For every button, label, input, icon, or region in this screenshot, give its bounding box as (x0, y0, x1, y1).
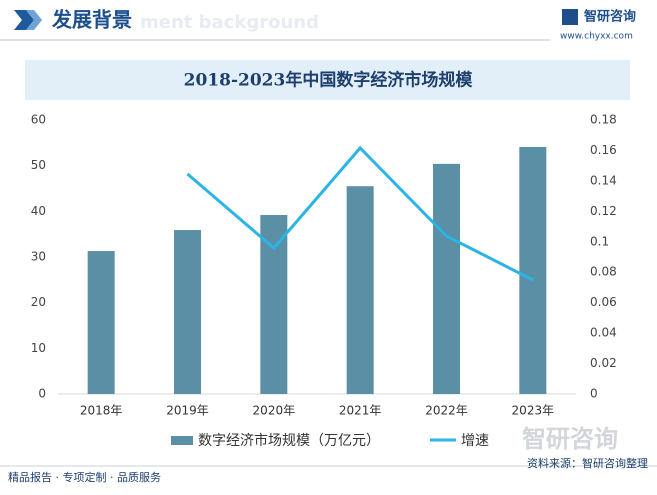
legend-swatch (171, 436, 193, 445)
y2-tick-label: 0.12 (590, 204, 617, 218)
x-tick-label: 2023年 (512, 404, 555, 418)
y-tick-label: 60 (31, 113, 46, 127)
bar (87, 251, 115, 394)
bar (174, 230, 201, 394)
y2-tick-label: 0.1 (590, 234, 609, 248)
y2-tick-label: 0.04 (590, 326, 617, 340)
title-band (25, 60, 630, 100)
x-tick-label: 2021年 (339, 404, 382, 418)
footer-source: 资料来源：智研咨询整理 (527, 456, 648, 470)
x-tick-label: 2020年 (253, 404, 296, 418)
y-tick-label: 50 (31, 158, 46, 172)
y-tick-label: 20 (31, 295, 46, 309)
y2-tick-label: 0 (590, 387, 598, 401)
y2-tick-label: 0.18 (590, 113, 617, 127)
brand-url: www.chyxx.com (560, 32, 633, 42)
header-icon (26, 10, 42, 30)
y-tick-label: 30 (31, 250, 46, 264)
legend-label: 增速 (461, 433, 489, 449)
y2-tick-label: 0.02 (590, 356, 617, 370)
brand-logo (562, 9, 578, 25)
header-title: 发展背景 (51, 8, 132, 32)
footer-left: 精品报告 · 专项定制 · 品质服务 (8, 470, 161, 484)
x-tick-label: 2022年 (425, 404, 468, 418)
y2-tick-label: 0.06 (590, 295, 617, 309)
chart-title: 2018-2023年中国数字经济市场规模 (184, 70, 474, 91)
x-tick-label: 2019年 (166, 404, 209, 418)
bar (433, 163, 460, 394)
plot: 0 10 20 30 40 50 60 0 0.02 0.04 0.06 0.08 0.1 0.12 0.1… (31, 113, 617, 450)
line (186, 145, 534, 282)
brand-name: 智研咨询 (584, 9, 636, 25)
bar (346, 186, 374, 394)
watermark: 智研咨询 (522, 425, 618, 453)
bar (519, 146, 547, 394)
y2-tick-label: 0.16 (590, 143, 617, 157)
x-tick-label: 2018年 (80, 404, 123, 418)
header-icon (14, 10, 34, 30)
y-tick-label: 0 (38, 387, 46, 401)
y-tick-label: 40 (31, 204, 46, 218)
bar (260, 214, 288, 394)
header-subtitle: ment background (140, 12, 319, 33)
y2-tick-label: 0.14 (590, 173, 617, 187)
y-tick-label: 10 (31, 341, 46, 355)
legend-label: 数字经济市场规模（万亿元） (198, 432, 380, 449)
y2-tick-label: 0.08 (590, 265, 617, 279)
